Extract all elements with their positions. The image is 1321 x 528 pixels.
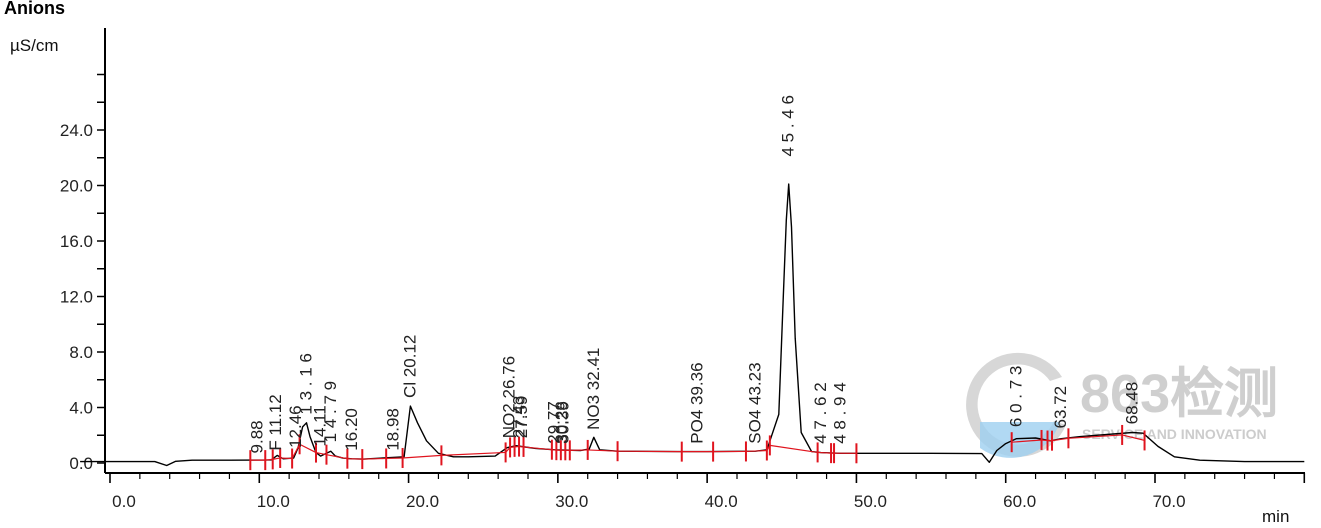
integration-baseline	[441, 451, 506, 456]
integration-baseline	[299, 443, 317, 454]
integration-baseline	[362, 457, 387, 460]
peak-label: 9.88	[247, 420, 266, 453]
integration-baseline	[1051, 437, 1069, 442]
peak-label: NO2 26.76	[499, 356, 518, 438]
watermark-blue-segment-icon	[980, 422, 1060, 458]
x-tick-label: 60.0	[1003, 492, 1036, 511]
watermark-tagline: SERVICE AND INNOVATION	[1082, 426, 1267, 442]
peak-label: F 11.12	[266, 394, 285, 450]
watermark-brand: 863检测	[1080, 364, 1278, 424]
peak-label: 63.72	[1051, 386, 1070, 429]
watermark-logo: 863检测 SERVICE AND INNOVATION	[966, 352, 1278, 458]
peak-label: 6 0 . 7 3	[1007, 366, 1026, 427]
x-tick-label: 70.0	[1152, 492, 1185, 511]
peak-label: 12.46	[286, 405, 305, 448]
peak-label: 29.77	[544, 401, 563, 444]
integration-baseline	[769, 444, 818, 454]
peak-label: 14.11	[311, 405, 330, 446]
y-tick-label: 4.0	[69, 399, 93, 418]
x-tick-label: 50.0	[854, 492, 887, 511]
y-tick-label: 0.0	[69, 454, 93, 473]
y-tick-label: 12.0	[60, 288, 93, 307]
peak-label: 30.39	[554, 401, 573, 444]
integration-baseline	[402, 454, 442, 459]
y-axis-label: µS/cm	[10, 36, 59, 55]
peak-label: 16.20	[342, 408, 361, 451]
integration-baseline	[587, 449, 618, 452]
peak-label: 1 3 . 1 6	[296, 353, 315, 414]
x-tick-label: 0.0	[112, 492, 136, 511]
integration-baseline	[817, 451, 832, 454]
peak-label: 18.98	[383, 408, 402, 451]
integration-baseline	[315, 452, 327, 456]
x-tick-label: 10.0	[257, 492, 290, 511]
peak-label: NO3 32.41	[584, 348, 603, 430]
y-tick-label: 8.0	[69, 343, 93, 362]
peak-label: 27.43	[509, 396, 528, 439]
peak-label: 68.48	[1122, 382, 1141, 425]
integration-baseline	[291, 443, 301, 459]
integration-baseline	[272, 457, 281, 460]
peak-label: Cl 20.12	[400, 335, 419, 398]
integration-baseline	[326, 454, 348, 460]
x-tick-label: 40.0	[705, 492, 738, 511]
integration-baseline	[265, 458, 273, 461]
peak-label: 4 5 . 4 6	[779, 95, 798, 156]
integration-baseline	[1011, 439, 1042, 443]
integration-baseline	[1068, 434, 1123, 439]
y-tick-label: 24.0	[60, 121, 93, 140]
y-tick-label: 16.0	[60, 232, 93, 251]
integration-baseline	[523, 446, 552, 451]
peak-label: 27.59	[512, 396, 531, 439]
axes: 0.0 4.0 8.0 12.0 16.0 20.0 24.0 0.0 10.0 20.0 30.0…	[60, 28, 1306, 511]
peak-label: SO4 43.23	[745, 362, 764, 443]
x-tick-label: 20.0	[406, 492, 439, 511]
x-axis-label: min	[1262, 507, 1289, 526]
y-tick-label: 20.0	[60, 177, 93, 196]
integration-marks	[249, 424, 1146, 471]
integration-baseline	[1122, 434, 1145, 442]
peak-label: 1 4 . 7 9	[321, 381, 340, 442]
peak-label: 4 7 . 6 2	[811, 382, 830, 443]
integration-baseline	[745, 449, 767, 453]
peak-label: 4 8 . 9 4	[831, 382, 850, 443]
peak-label: 30.28	[552, 401, 571, 444]
peak-label: PO4 39.36	[688, 362, 707, 443]
integration-baseline	[280, 457, 293, 460]
chart-title: Anions	[4, 0, 65, 18]
x-tick-label: 30.0	[555, 492, 588, 511]
